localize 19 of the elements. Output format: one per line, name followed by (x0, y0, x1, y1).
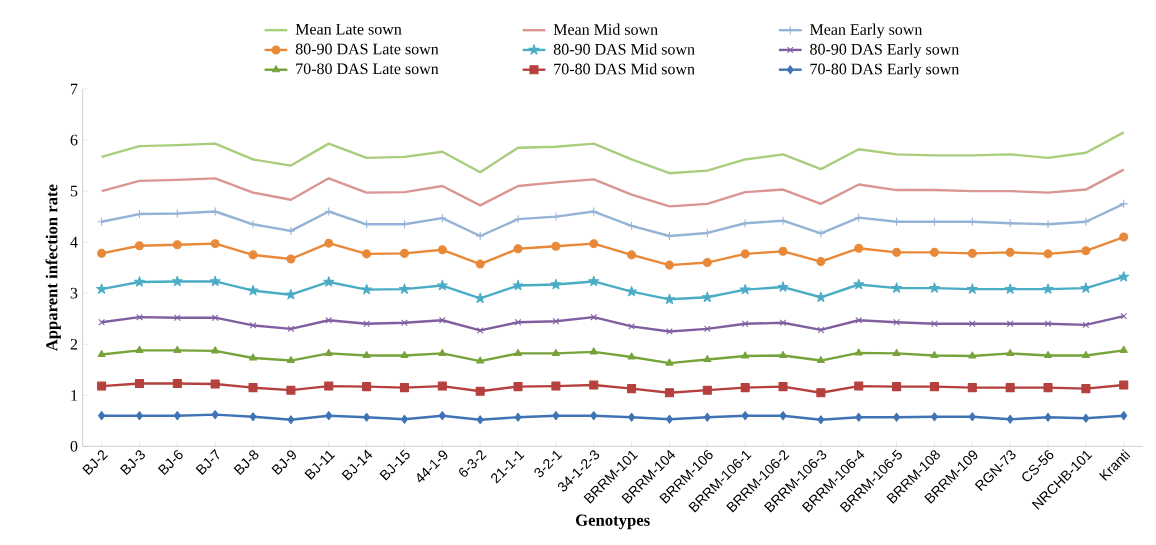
y-tick-label: 1 (71, 389, 78, 401)
y-tick-label: 6 (70, 134, 78, 146)
legend-label: Mean Late sown (295, 23, 402, 35)
legend-label: 80-90 DAS Early sown (810, 43, 960, 58)
legend-label: 70-80 DAS Early sown (810, 63, 960, 78)
legend-label: 70-80 DAS Late sown (296, 63, 439, 75)
legend-label: 70-80 DAS Mid sown (554, 63, 695, 75)
legend-label: Mean Early sown (809, 23, 923, 39)
y-tick-label: 3 (70, 287, 78, 299)
y-axis-title: Apparent infection rate (45, 184, 61, 352)
y-tick-label: 0 (70, 440, 78, 452)
y-tick-label: 5 (70, 185, 78, 197)
legend-label: 80-90 DAS Late sown (295, 43, 439, 55)
y-tick-label: 7 (71, 83, 78, 95)
y-tick-label: 2 (70, 338, 78, 350)
legend-label: 80-90 DAS Mid sown (553, 43, 695, 55)
y-tick-label: 4 (70, 236, 78, 248)
x-axis-title: Genotypes (575, 514, 650, 530)
legend-label: Mean Mid sown (553, 23, 658, 35)
